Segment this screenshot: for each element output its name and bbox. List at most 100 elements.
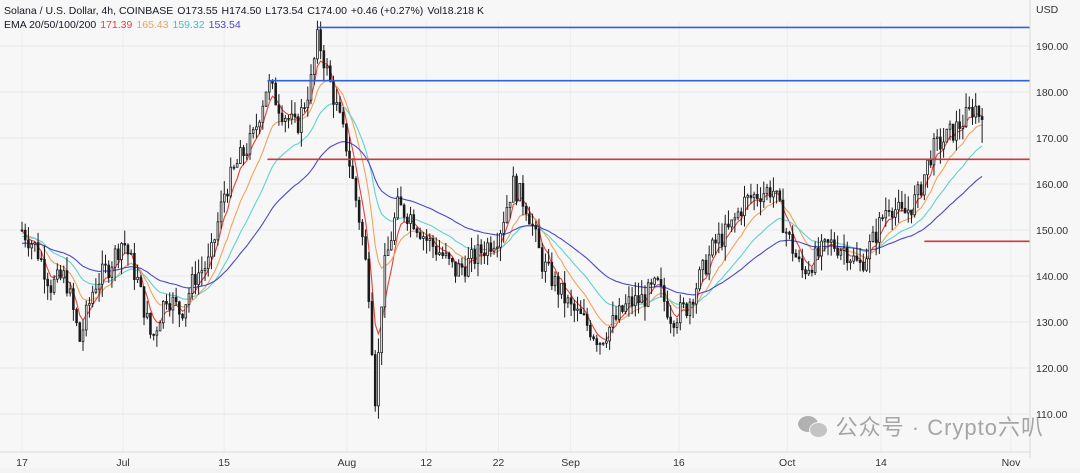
candle-body: [56, 269, 59, 280]
candle-body: [242, 147, 245, 156]
candle-body: [357, 199, 361, 223]
candle-body: [303, 107, 306, 109]
chart-legend: Solana / U.S. Dollar, 4h, COINBASE O173.…: [4, 4, 484, 32]
candle-body: [794, 252, 798, 258]
candle-body: [813, 247, 817, 273]
candle-body: [547, 261, 550, 264]
candle-body: [874, 231, 878, 243]
time-tick-label: 16: [673, 457, 685, 468]
candle-body: [178, 301, 181, 315]
candle-body: [540, 247, 544, 272]
candle-body: [656, 277, 660, 280]
candle-body: [810, 269, 814, 273]
currency-label[interactable]: USD: [1036, 4, 1059, 16]
candle-body: [682, 302, 685, 305]
candle-body: [316, 29, 319, 60]
candle-body: [961, 126, 965, 129]
candle-body: [743, 196, 746, 217]
candle-body: [428, 238, 432, 241]
candle-body: [68, 288, 72, 294]
candle-body: [129, 252, 133, 255]
candle-body: [945, 128, 949, 143]
price-tick-label: 180.00: [1036, 87, 1068, 99]
price-tick-label: 110.00: [1036, 409, 1067, 421]
candle-body: [964, 107, 968, 128]
candle-body: [460, 263, 464, 268]
candle-body: [235, 163, 239, 168]
open-value: O173.55: [177, 5, 218, 17]
candle-body: [447, 252, 451, 259]
candle-body: [974, 105, 977, 118]
candle-body: [711, 239, 714, 256]
candle-body: [312, 58, 316, 75]
candle-body: [826, 239, 830, 243]
candle-body: [245, 153, 249, 156]
time-tick-label: 12: [420, 457, 432, 468]
ema50-value: 165.43: [136, 19, 169, 31]
candle-body: [444, 252, 448, 256]
candle-body: [505, 207, 509, 223]
candle-body: [730, 219, 733, 228]
candle-body: [531, 223, 534, 226]
candle-body: [836, 248, 839, 256]
candle-body: [608, 326, 611, 342]
candle-body: [145, 312, 149, 318]
candle-body: [640, 294, 644, 304]
ema-row[interactable]: EMA 20/50/100/200 171.39 165.43 159.32 1…: [4, 18, 484, 32]
candle-body: [499, 232, 502, 248]
candle-body: [951, 123, 955, 141]
time-tick-label: Sep: [561, 457, 580, 468]
candle-body: [306, 99, 310, 109]
candle-body: [319, 29, 322, 52]
candle-body: [958, 121, 961, 129]
candle-body: [666, 300, 669, 318]
candle-body: [512, 175, 515, 203]
candle-body: [239, 147, 242, 164]
candle-body: [219, 201, 223, 223]
candle-body: [36, 242, 40, 260]
candle-body: [27, 239, 30, 249]
candle-body: [120, 243, 123, 260]
candle-body: [605, 340, 608, 344]
candle-body: [881, 217, 884, 220]
ema50-line: [21, 79, 983, 326]
candle-body: [935, 136, 939, 139]
candle-body: [309, 74, 313, 101]
price-tick-label: 120.00: [1036, 363, 1068, 375]
candle-body: [261, 105, 265, 123]
candle-body: [788, 231, 791, 235]
candle-body: [585, 313, 589, 326]
candle-body: [717, 233, 721, 244]
candle-body: [412, 214, 416, 230]
candle-body: [52, 278, 56, 293]
candle-body: [81, 329, 85, 342]
candle-body: [756, 193, 759, 200]
candle-body: [361, 221, 364, 238]
candle-body: [521, 183, 525, 207]
candle-body: [534, 225, 538, 230]
watermark-text: 公众号 · Crypto六叭: [835, 415, 1044, 440]
symbol-title[interactable]: Solana / U.S. Dollar, 4h, COINBASE: [4, 5, 174, 17]
time-axis: 17 Jul 15 Aug 12 22 Sep 16 Oct 14 Nov: [0, 451, 1030, 469]
candle-body: [518, 183, 522, 202]
candle-body: [913, 194, 916, 216]
ema100-value: 159.32: [172, 19, 205, 31]
candle-body: [341, 111, 345, 125]
volume-value: Vol18.218 K: [427, 5, 484, 17]
candle-body: [171, 296, 175, 311]
candle-body: [865, 258, 868, 271]
candle-body: [855, 255, 859, 261]
candle-body: [495, 246, 499, 249]
candle-body: [637, 295, 640, 304]
candle-body: [839, 250, 843, 256]
candle-body: [377, 352, 380, 407]
candle-body: [502, 221, 505, 234]
candle-body: [569, 297, 573, 305]
candle-body: [576, 308, 579, 311]
candle-body: [393, 217, 396, 241]
candle-body: [971, 106, 974, 118]
candle-body: [78, 322, 82, 342]
candle-body: [759, 198, 762, 203]
